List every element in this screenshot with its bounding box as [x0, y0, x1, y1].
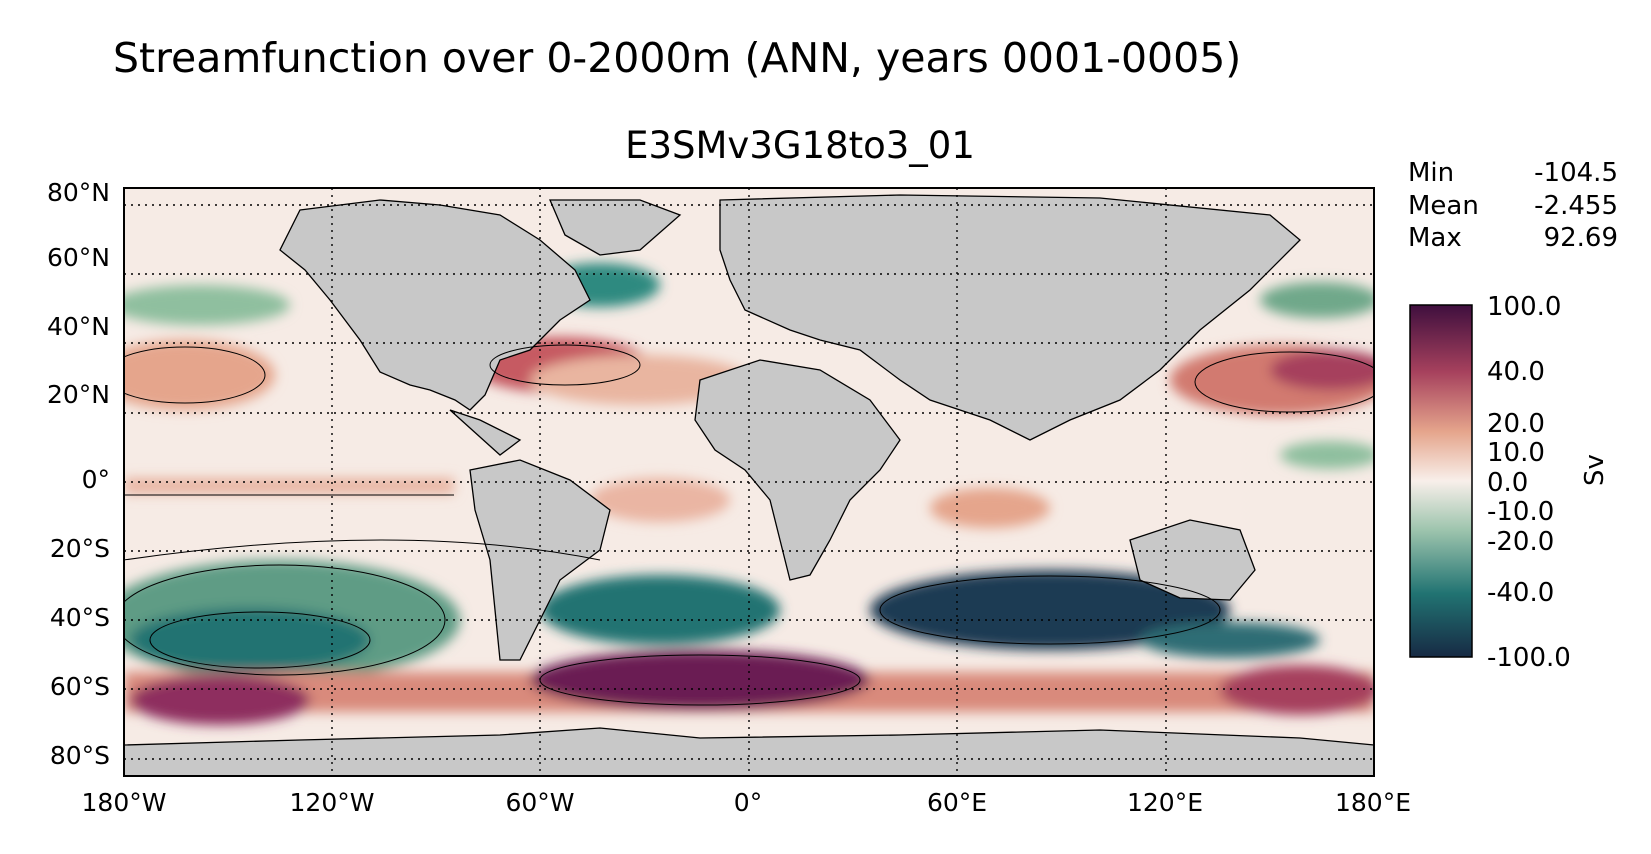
n-pacific-subtropical-gyre: [124, 340, 275, 410]
lon-label-60w: 60°W: [505, 788, 575, 817]
lat-label-20n: 20°N: [46, 380, 110, 409]
stat-min-value: -104.5: [1534, 158, 1618, 188]
australia: [1129, 519, 1256, 601]
s-indian-subtropical-gyre: [870, 570, 1230, 650]
lon-label-0: 0°: [733, 788, 763, 817]
antarctica: [124, 727, 1374, 776]
lat-label-60s: 60°S: [49, 672, 110, 701]
lon-label-120e: 120°E: [1126, 788, 1203, 817]
lon-label-180e: 180°E: [1334, 788, 1411, 817]
lat-label-40n: 40°N: [46, 312, 110, 341]
lat-label-eq: 0°: [81, 465, 110, 494]
stat-mean-value: -2.455: [1534, 191, 1618, 221]
lat-label-60n: 60°N: [46, 243, 110, 272]
colorbar-tick-10: 10.0: [1487, 438, 1545, 468]
map-frame: [123, 187, 1375, 777]
stat-min-label: Min: [1408, 158, 1455, 188]
colorbar-tick-100: 100.0: [1487, 292, 1562, 322]
n-pacific-subpolar-gyre: [124, 285, 290, 325]
colorbar-tick-neg40: -40.0: [1487, 578, 1555, 608]
colorbar-tick-neg10: -10.0: [1487, 497, 1555, 527]
eurasia: [719, 194, 1301, 441]
colorbar-tick-20: 20.0: [1487, 409, 1545, 439]
s-atlantic-subtropical-gyre: [540, 575, 780, 645]
colorbar-tick-40: 40.0: [1487, 357, 1545, 387]
colorbar: [1409, 304, 1473, 658]
lat-label-80n: 80°N: [46, 178, 110, 207]
stat-max-label: Max: [1408, 223, 1462, 253]
lon-label-180w: 180°W: [81, 788, 167, 817]
stat-mean-label: Mean: [1408, 191, 1479, 221]
lat-label-40s: 40°S: [49, 603, 110, 632]
stat-max-value: 92.69: [1543, 223, 1618, 253]
africa: [694, 359, 901, 581]
graticule: [124, 188, 1374, 776]
central-america: [449, 409, 522, 456]
colorbar-tick-neg100: -100.0: [1487, 643, 1571, 673]
lon-label-120w: 120°W: [289, 788, 375, 817]
panel-title: E3SMv3G18to3_01: [625, 124, 975, 167]
contour-lines: [124, 344, 1374, 706]
greenland: [549, 199, 682, 256]
north-america: [279, 199, 591, 411]
colorbar-tick-0: 0.0: [1487, 468, 1529, 498]
colorbar-tick-neg20: -20.0: [1487, 527, 1555, 557]
lat-label-20s: 20°S: [49, 534, 110, 563]
lat-label-80s: 80°S: [49, 741, 110, 770]
figure-title: Streamfunction over 0-2000m (ANN, years …: [113, 34, 1242, 82]
lon-label-60e: 60°E: [926, 788, 988, 817]
